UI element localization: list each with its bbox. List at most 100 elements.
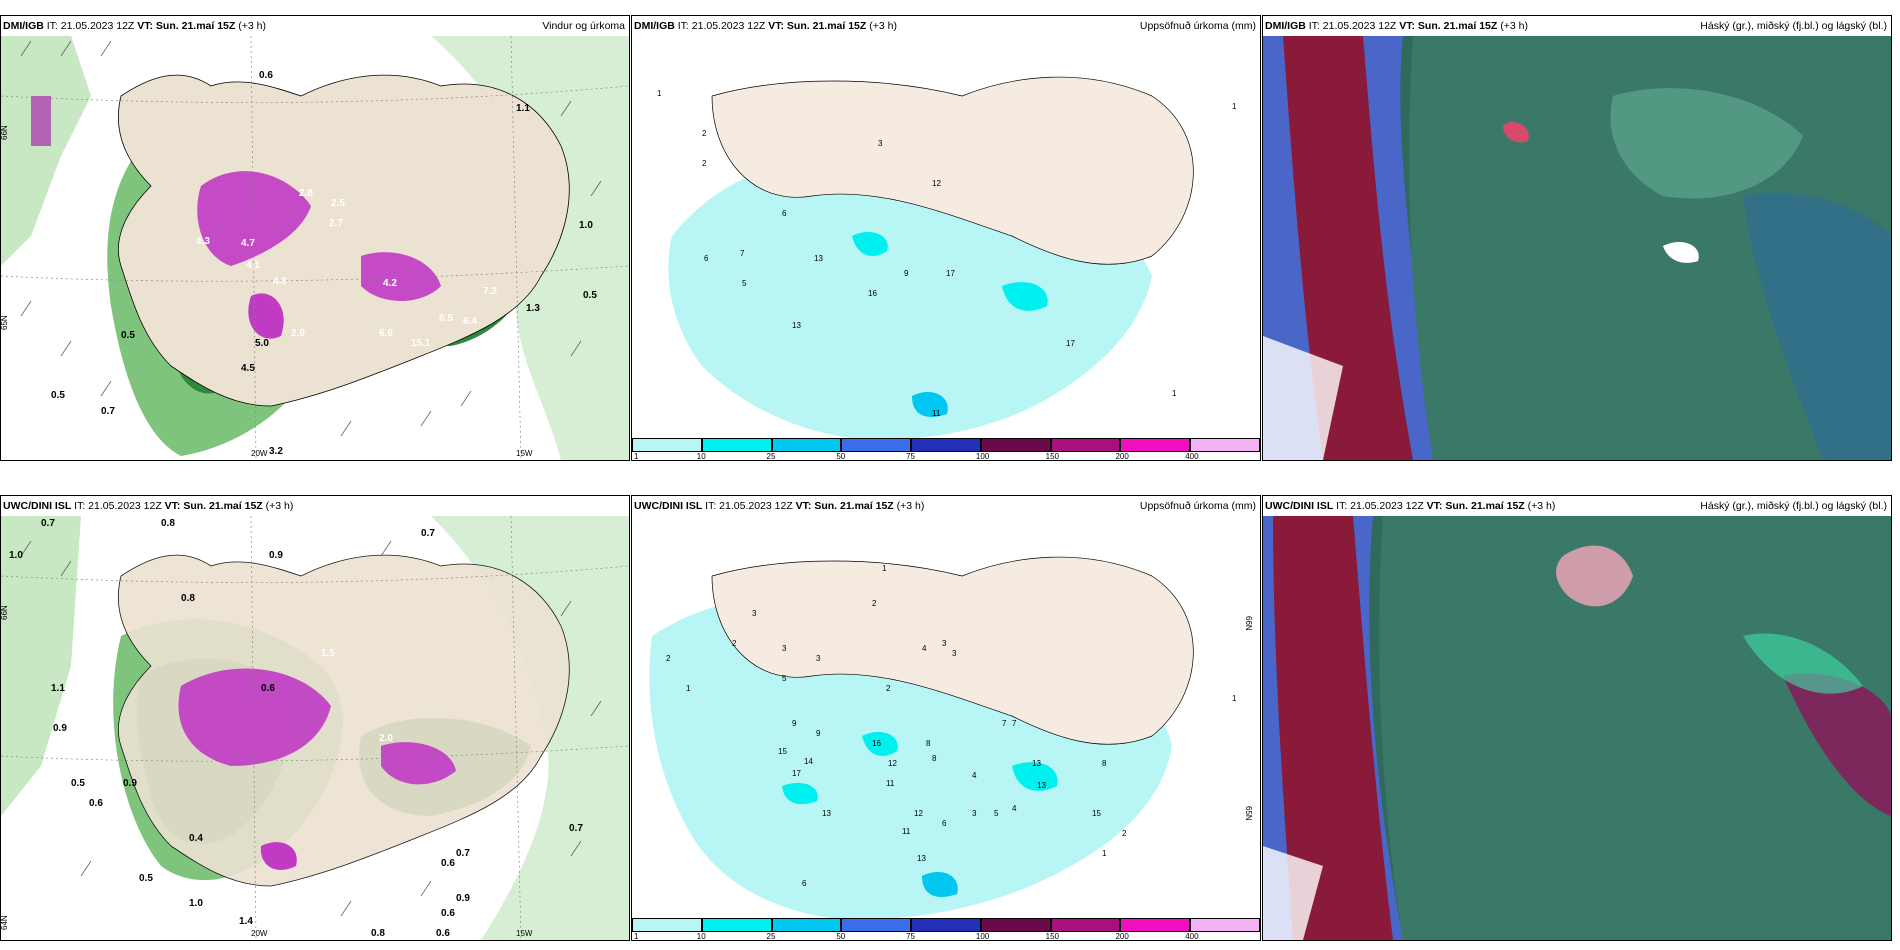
colorbar-segment bbox=[632, 918, 702, 932]
initial-time: IT: 21.05.2023 12Z bbox=[705, 500, 793, 512]
panel-header: DMI/IGB IT: 21.05.2023 12Z VT: Sun. 21.m… bbox=[1263, 16, 1891, 36]
colorbar-tick-label: 75 bbox=[906, 452, 916, 461]
value-label: 2 bbox=[702, 159, 707, 168]
value-label: 5 bbox=[782, 674, 787, 683]
lon-15w-label: 15W bbox=[516, 929, 533, 938]
colorbar-segment bbox=[1190, 438, 1260, 452]
value-label: 6 bbox=[782, 209, 787, 218]
value-label: 3 bbox=[878, 139, 883, 148]
value-label: 0.5 bbox=[71, 778, 85, 789]
value-label: 2.0 bbox=[379, 733, 393, 744]
value-label: 11 bbox=[886, 779, 895, 788]
colorbar-segment bbox=[632, 438, 702, 452]
value-label: 2.8 bbox=[299, 188, 313, 199]
colorbar-segment bbox=[1120, 438, 1191, 452]
initial-time: IT: 21.05.2023 12Z bbox=[1308, 20, 1397, 32]
valid-time: VT: Sun. 21.maí 15Z bbox=[1426, 500, 1525, 512]
colorbar-segment bbox=[911, 918, 981, 932]
value-label: 12 bbox=[888, 759, 897, 768]
colorbar-segment bbox=[841, 438, 912, 452]
lead-time: (+3 h) bbox=[869, 20, 897, 32]
value-label: 0.9 bbox=[53, 723, 67, 734]
colorbar-tick-label: 1 bbox=[634, 932, 639, 941]
lon-20w-label: 20W bbox=[251, 449, 268, 458]
value-label: 7 bbox=[1002, 719, 1007, 728]
value-label: 0.5 bbox=[51, 390, 65, 401]
value-label: 1 bbox=[657, 89, 662, 98]
value-label: 3 bbox=[816, 654, 821, 663]
lead-time: (+3 h) bbox=[238, 20, 266, 32]
map-accum-precip: 1 2 2 3 6 7 5 6 13 16 9 17 13 12 17 11 1… bbox=[632, 36, 1260, 440]
panel-wind-precip-dmi: DMI/IGB IT: 21.05.2023 12Z VT: Sun. 21.m… bbox=[0, 15, 630, 461]
value-label: 1.1 bbox=[516, 103, 530, 114]
valid-time: VT: Sun. 21.maí 15Z bbox=[768, 20, 867, 32]
value-label: 2.5 bbox=[331, 198, 345, 209]
panel-header: DMI/IGB IT: 21.05.2023 12Z VT: Sun. 21.m… bbox=[1, 16, 629, 36]
value-label: 15.1 bbox=[411, 338, 431, 349]
value-label: 1 bbox=[1232, 694, 1237, 703]
lat-65-label: 65N bbox=[1, 315, 9, 330]
value-label: 4.7 bbox=[241, 238, 255, 249]
colorbar-tick-label: 200 bbox=[1115, 932, 1129, 941]
value-label: 0.8 bbox=[181, 593, 195, 604]
panel-header: UWC/DINI ISL IT: 21.05.2023 12Z VT: Sun.… bbox=[632, 496, 1260, 516]
value-label: 12 bbox=[914, 809, 923, 818]
value-label: 0.8 bbox=[161, 518, 175, 529]
panel-cloud-cover-dmi: DMI/IGB IT: 21.05.2023 12Z VT: Sun. 21.m… bbox=[1262, 15, 1892, 461]
value-label: 4 bbox=[922, 644, 927, 653]
value-label: 3 bbox=[972, 809, 977, 818]
value-label: 12 bbox=[932, 179, 941, 188]
value-label: 9 bbox=[904, 269, 909, 278]
panel-header: UWC/DINI ISL IT: 21.05.2023 12Z VT: Sun.… bbox=[1263, 496, 1891, 516]
colorbar-segment bbox=[841, 918, 912, 932]
value-label: 0.5 bbox=[121, 330, 135, 341]
panel-accum-precip-uwc: UWC/DINI ISL IT: 21.05.2023 12Z VT: Sun.… bbox=[631, 495, 1261, 941]
value-label: 2.7 bbox=[329, 218, 343, 229]
colorbar-tick-label: 10 bbox=[696, 932, 706, 941]
value-label: 6 bbox=[802, 879, 807, 888]
panel-title: Háský (gr.), miðský (fj.bl.) og lágský (… bbox=[1700, 500, 1887, 512]
colorbar-segment bbox=[980, 438, 1051, 452]
value-label: 5 bbox=[742, 279, 747, 288]
colorbar-segment bbox=[1050, 918, 1121, 932]
colorbar: 1 10 25 50 75 100 150 200 400 bbox=[632, 438, 1260, 460]
panel-title: Vindur og úrkoma bbox=[542, 20, 625, 32]
lead-time: (+3 h) bbox=[265, 500, 294, 512]
colorbar-tick-label: 150 bbox=[1045, 932, 1060, 941]
model-name: DMI/IGB bbox=[634, 20, 675, 32]
value-label: 5.0 bbox=[255, 338, 269, 349]
lead-time: (+3 h) bbox=[896, 500, 925, 512]
value-label: 2 bbox=[732, 639, 737, 648]
colorbar-segment bbox=[701, 918, 772, 932]
initial-time: IT: 21.05.2023 12Z bbox=[74, 500, 162, 512]
map-wind-precip: 66N 65N 20W 15W 0.6 1.1 1.0 0.5 0.5 0.7 … bbox=[1, 36, 629, 460]
value-label: 1 bbox=[882, 564, 887, 573]
value-label: 9 bbox=[792, 719, 797, 728]
value-label: 2.9 bbox=[291, 328, 305, 339]
valid-time: VT: Sun. 21.maí 15Z bbox=[795, 500, 894, 512]
lead-time: (+3 h) bbox=[1527, 500, 1556, 512]
value-label: 3 bbox=[952, 649, 957, 658]
panel-title: Uppsöfnuð úrkoma (mm) bbox=[1139, 500, 1256, 512]
colorbar-segment bbox=[771, 918, 842, 932]
colorbar-tick-label: 25 bbox=[766, 452, 776, 461]
value-label: 0.9 bbox=[456, 893, 470, 904]
value-label: 1.0 bbox=[9, 550, 23, 561]
value-label: 0.7 bbox=[421, 528, 435, 539]
map-accum-precip: 1 2 2 3 1 2 3 5 3 2 4 7 3 3 9 9 8 15 14 … bbox=[632, 516, 1260, 920]
initial-time: IT: 21.05.2023 12Z bbox=[46, 20, 135, 32]
model-name: DMI/IGB bbox=[1265, 20, 1306, 32]
lon-15w-label: 15W bbox=[516, 449, 533, 458]
value-label: 13 bbox=[822, 809, 831, 818]
model-name: UWC/DINI ISL bbox=[3, 500, 72, 512]
value-label: 4.5 bbox=[241, 363, 255, 374]
valid-time: VT: Sun. 21.maí 15Z bbox=[1399, 20, 1498, 32]
value-label: 11 bbox=[902, 827, 911, 836]
colorbar-segment bbox=[1120, 918, 1191, 932]
lat-65-label: 65N bbox=[1244, 806, 1253, 821]
value-label: 3 bbox=[942, 639, 947, 648]
lon-20w-label: 20W bbox=[251, 929, 268, 938]
value-label: 3.2 bbox=[269, 446, 283, 457]
value-label: 0.7 bbox=[456, 848, 470, 859]
colorbar-tick-label: 400 bbox=[1185, 932, 1199, 941]
